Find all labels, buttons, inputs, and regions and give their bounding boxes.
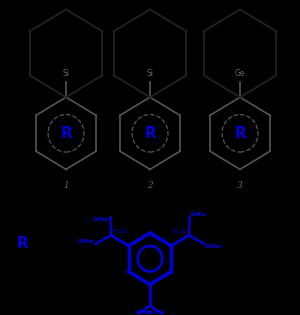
Text: Si: Si bbox=[62, 69, 70, 78]
Text: R: R bbox=[234, 126, 246, 141]
Text: H₃C₂Si: H₃C₂Si bbox=[146, 310, 165, 315]
Text: H₃C₂Si: H₃C₂Si bbox=[112, 229, 128, 234]
Text: SiMe₂: SiMe₂ bbox=[204, 244, 222, 249]
Text: SiMe₂: SiMe₂ bbox=[135, 310, 153, 315]
Text: SiMe₂: SiMe₂ bbox=[93, 217, 110, 222]
Text: Si: Si bbox=[146, 69, 154, 78]
Text: SiMe₂: SiMe₂ bbox=[78, 239, 96, 244]
Text: R: R bbox=[16, 236, 28, 250]
Text: R: R bbox=[144, 126, 156, 141]
Text: 3: 3 bbox=[237, 181, 243, 190]
Text: 1: 1 bbox=[63, 181, 69, 190]
Text: H₃C₂Si: H₃C₂Si bbox=[172, 229, 188, 234]
Text: R: R bbox=[60, 126, 72, 141]
Text: 2: 2 bbox=[147, 181, 153, 190]
Text: SiMe₂: SiMe₂ bbox=[190, 212, 207, 217]
Text: Ge: Ge bbox=[235, 69, 245, 78]
